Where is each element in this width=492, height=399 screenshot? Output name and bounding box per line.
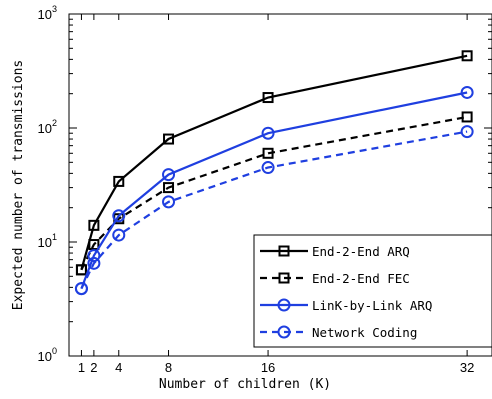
data-point <box>261 161 275 175</box>
data-point <box>461 50 473 62</box>
series-line <box>80 130 468 290</box>
data-point <box>162 195 176 209</box>
y-tick-label: 103 <box>38 4 57 22</box>
y-tick-label: 101 <box>38 232 57 250</box>
plot-frame <box>68 13 492 357</box>
legend: End-2-End ARQ End-2-End FEC LinK-by-Link A… <box>253 234 492 348</box>
data-point <box>88 219 100 231</box>
x-tick-label: 32 <box>460 360 474 375</box>
data-point <box>162 168 176 182</box>
legend-marker <box>277 298 291 312</box>
data-point <box>112 209 126 223</box>
data-point <box>460 85 474 99</box>
data-point <box>88 239 100 251</box>
x-tick-label: 8 <box>165 360 172 375</box>
data-point <box>163 182 175 194</box>
axes-layer: 100 101 102 103 1 2 4 8 16 32 <box>38 4 492 375</box>
data-point <box>112 228 126 242</box>
data-point <box>74 282 88 296</box>
x-tick-label: 16 <box>261 360 275 375</box>
data-point <box>75 264 87 276</box>
x-tick-label: 1 <box>78 360 85 375</box>
x-tick-label: 2 <box>90 360 97 375</box>
data-point <box>87 256 101 270</box>
data-point <box>163 133 175 145</box>
legend-label: Network Coding <box>312 325 417 340</box>
y-tick-label: 102 <box>38 118 57 136</box>
legend-label: End-2-End FEC <box>312 271 410 286</box>
legend-box <box>253 234 492 348</box>
y-tick-label: 100 <box>38 346 57 364</box>
data-point <box>113 175 125 187</box>
data-point <box>461 111 473 123</box>
x-tick-label: 4 <box>115 360 122 375</box>
data-point <box>262 147 274 159</box>
series-line <box>80 54 468 271</box>
legend-marker <box>277 325 291 339</box>
series-layer <box>74 50 474 296</box>
data-point <box>262 92 274 104</box>
legend-label: LinK-by-Link ARQ <box>312 298 432 313</box>
x-axis-label: Number of children (K) <box>159 377 331 392</box>
legend-label: End-2-End ARQ <box>312 244 410 259</box>
data-point <box>460 125 474 139</box>
legend-marker <box>278 245 290 257</box>
data-point <box>261 126 275 140</box>
legend-marker <box>278 272 290 284</box>
y-axis-label: Expected number of transmissions <box>11 60 26 310</box>
